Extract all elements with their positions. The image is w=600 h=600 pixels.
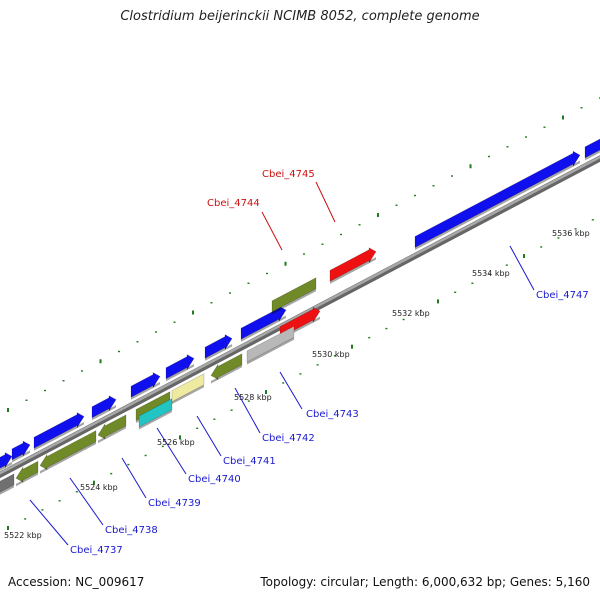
leader-line [509, 245, 535, 291]
gene-label: Cbei_4743 [306, 409, 359, 420]
gene-block [271, 277, 317, 313]
scale-tick-label: 5534 kbp [472, 269, 510, 278]
genome-backbone-highlight [0, 155, 600, 475]
scale-tick-label: 5522 kbp [4, 531, 42, 540]
gene-arrow [0, 452, 13, 469]
scale-tick-label: 5524 kbp [80, 483, 118, 492]
gene-arrow [33, 412, 85, 449]
scale-tick-label: 5532 kbp [392, 309, 430, 318]
label-leader-lines [29, 181, 535, 546]
leader-line [196, 415, 222, 457]
leader-line [29, 499, 69, 546]
scale-tick-label: 5526 kbp [157, 438, 195, 447]
gene-arrow-reverse [15, 460, 39, 483]
gene-label: Cbei_4739 [148, 498, 201, 509]
gene-shadow [166, 363, 194, 382]
gene-arrow [130, 372, 161, 398]
highlight-gene-arrow [329, 247, 377, 282]
gene-label: Cbei_4745 [262, 169, 315, 180]
leader-line [261, 211, 283, 251]
gene-shadow [415, 160, 580, 251]
gene-shadow [272, 288, 316, 315]
inner-tick-ring [7, 219, 594, 530]
gene-shadow [92, 405, 116, 421]
gene-arrow [204, 334, 233, 359]
genome-stats-text: Topology: circular; Length: 6,000,632 bp… [260, 575, 590, 589]
gene-shadow [131, 381, 160, 400]
gene-shadow [139, 409, 172, 430]
gene-label: Cbei_4747 [536, 290, 589, 301]
outer-tick-ring [7, 97, 600, 412]
gene-shadow [0, 484, 14, 495]
scale-tick-label: 5530 kbp [312, 350, 350, 359]
gene-shadow [12, 450, 30, 463]
leader-line [121, 457, 147, 499]
gene-arrow-reverse [97, 414, 127, 440]
gene-shadow [247, 337, 294, 365]
gene-shadow [172, 384, 204, 405]
gene-shadow [40, 441, 96, 474]
gene-shadow [98, 425, 126, 444]
gene-labels: Cbei_4737 Cbei_4738 Cbei_4739 Cbei_4740 Cbei… [70, 169, 589, 556]
leader-line [156, 427, 187, 475]
gene-shadow [205, 343, 232, 361]
gene-label: Cbei_4740 [188, 474, 241, 485]
gene-arrow [165, 354, 195, 380]
gene-arrow [11, 440, 31, 461]
scale-tick-label: 5536 kbp [552, 229, 590, 238]
scale-tick-labels: 5522 kbp 5524 kbp 5526 kbp 5528 kbp 5530 kbp… [4, 229, 590, 540]
gene-block [171, 373, 205, 403]
gene-arrow-reverse [39, 430, 97, 470]
gene-shadow [330, 257, 376, 284]
gene-shadow [34, 421, 84, 451]
gene-arrow [414, 150, 581, 249]
gene-label: Cbei_4737 [70, 545, 123, 556]
gene-shadow [585, 150, 600, 161]
gene-block [0, 473, 15, 493]
gene-label: Cbei_4738 [105, 525, 158, 536]
leader-line [279, 371, 303, 410]
leader-line [69, 477, 104, 526]
gene-arrow [91, 395, 117, 419]
gene-shadow [241, 315, 286, 342]
gene-arrow-reverse [210, 353, 243, 380]
gene-block [246, 325, 295, 363]
leader-line [315, 181, 336, 223]
gene-block [138, 398, 173, 428]
leader-line [234, 387, 261, 434]
gene-label: Cbei_4742 [262, 433, 315, 444]
gene-shadow [211, 364, 242, 384]
gene-label: Cbei_4744 [207, 198, 260, 209]
gene-label: Cbei_4741 [223, 456, 276, 467]
accession-text: Accession: NC_009617 [8, 575, 145, 589]
gene-shadow [16, 472, 38, 487]
scale-tick-label: 5528 kbp [234, 393, 272, 402]
gene-features [0, 138, 600, 495]
gene-arrow [584, 138, 600, 159]
gene-shadow [0, 461, 12, 471]
genome-title: Clostridium beijerinckii NCIMB 8052, com… [120, 9, 480, 24]
